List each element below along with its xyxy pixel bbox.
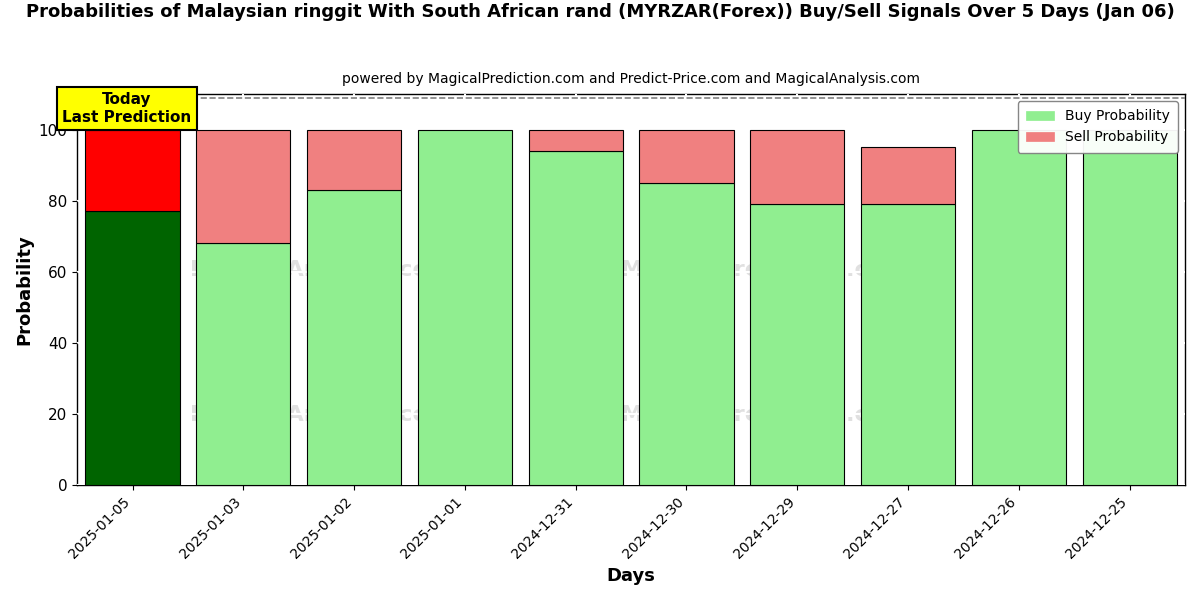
Bar bbox=[640, 130, 733, 183]
Bar bbox=[750, 130, 845, 205]
Title: powered by MagicalPrediction.com and Predict-Price.com and MagicalAnalysis.com: powered by MagicalPrediction.com and Pre… bbox=[342, 72, 920, 86]
Text: MagicalAnalysis.com: MagicalAnalysis.com bbox=[191, 405, 451, 425]
Text: Today
Last Prediction: Today Last Prediction bbox=[62, 92, 192, 125]
Bar bbox=[529, 130, 623, 151]
Bar bbox=[529, 151, 623, 485]
Bar bbox=[640, 183, 733, 485]
Bar bbox=[1082, 130, 1177, 485]
Bar bbox=[197, 244, 290, 485]
Bar bbox=[307, 130, 401, 190]
Bar bbox=[85, 130, 180, 211]
Text: MagicalPrediction.com: MagicalPrediction.com bbox=[622, 405, 907, 425]
Text: MagicalAnalysis.com: MagicalAnalysis.com bbox=[191, 260, 451, 280]
Bar bbox=[750, 205, 845, 485]
Text: MagicalPrediction.com: MagicalPrediction.com bbox=[622, 260, 907, 280]
Bar bbox=[860, 205, 955, 485]
Bar bbox=[85, 211, 180, 485]
Bar bbox=[972, 130, 1066, 485]
Bar bbox=[860, 148, 955, 205]
Bar bbox=[418, 130, 512, 485]
Legend: Buy Probability, Sell Probability: Buy Probability, Sell Probability bbox=[1018, 101, 1178, 152]
Bar bbox=[307, 190, 401, 485]
X-axis label: Days: Days bbox=[607, 567, 655, 585]
Text: Probabilities of Malaysian ringgit With South African rand (MYRZAR(Forex)) Buy/S: Probabilities of Malaysian ringgit With … bbox=[25, 3, 1175, 21]
Y-axis label: Probability: Probability bbox=[14, 235, 32, 345]
Bar bbox=[197, 130, 290, 244]
